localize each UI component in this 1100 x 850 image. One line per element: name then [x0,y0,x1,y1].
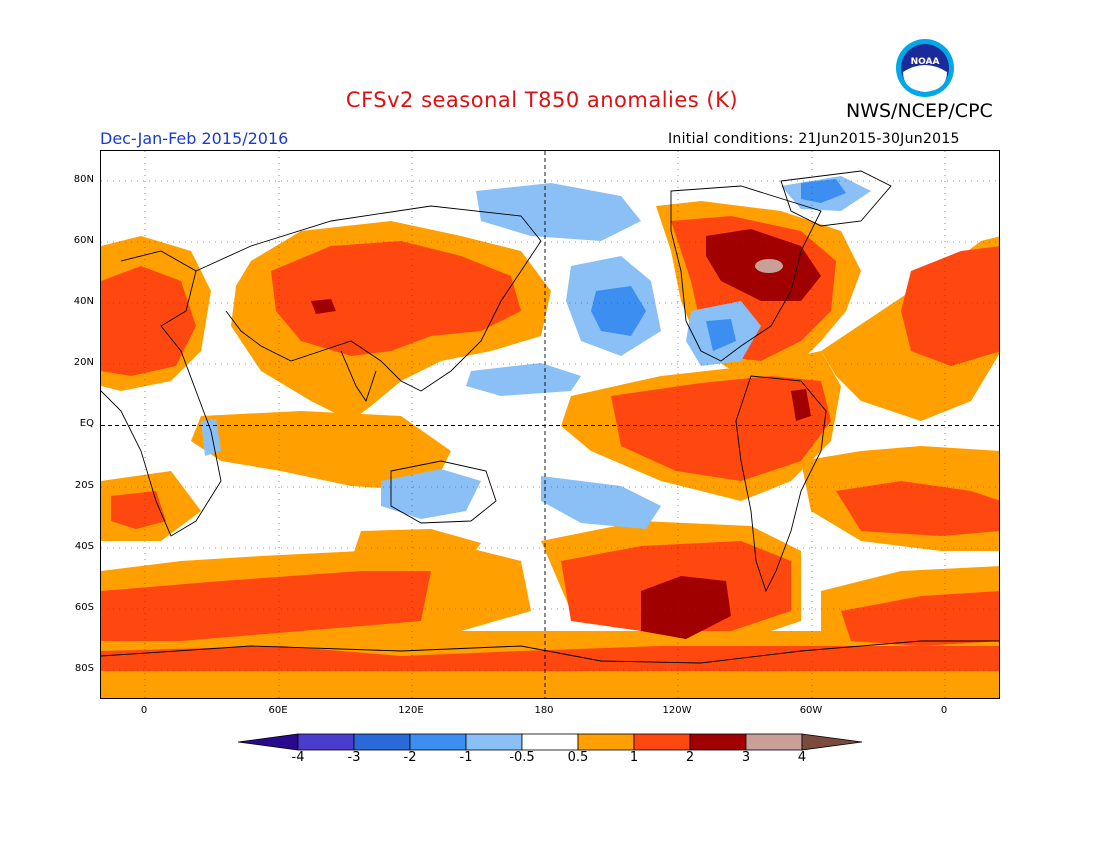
chart-title: CFSv2 seasonal T850 anomalies (K) [0,88,1100,112]
anomaly-layer-red [101,216,999,671]
region-australia-blue [381,469,481,519]
colorbar-min-arrow [237,733,299,751]
lon-label: 60W [799,705,823,716]
lon-label: 120W [662,705,692,716]
colorbar-tick-label: 1 [629,750,639,765]
graticule [101,151,999,698]
lon-label: 0 [940,705,948,716]
region-greenland-core [801,179,846,203]
region-hawaii-blue [466,363,581,396]
coast-antarctica [101,640,999,664]
colorbar-tick-label: 3 [741,750,751,765]
colorbar-swatch [633,733,691,751]
colorbar-tick-label: -4 [291,750,305,765]
lat-label: 80N [73,174,94,185]
lon-label: 60E [268,705,288,716]
region-hudson-bay-tan [755,259,783,273]
colorbar-swatch [409,733,467,751]
agency-label: NWS/NCEP/CPC [846,100,993,122]
lat-label: 20N [73,357,94,368]
coast-south-america [735,375,827,593]
anomaly-map [101,151,999,698]
lon-label: 120E [398,705,424,716]
coast-north-america [670,185,822,362]
region-tropical-pacific-red [611,376,831,481]
chart-title-text: CFSv2 seasonal T850 anomalies (K) [345,88,739,112]
logo-text: NOAA [911,57,940,67]
coast-europe-africa [101,250,222,537]
colorbar-swatch [577,733,635,751]
coast-greenland [780,170,892,227]
region-south-pacific-darkred [641,576,731,639]
lon-label: 0 [140,705,148,716]
lat-label: 40N [73,296,94,307]
anomaly-layer-blue [591,179,846,351]
colorbar-swatch [353,733,411,751]
region-africa-blue [201,419,221,456]
region-atlantic-red [901,246,999,366]
region-mexico-core [706,319,736,351]
lat-label: 60S [74,602,94,613]
region-southeast-pacific-red [841,591,999,646]
colorbar-tick-label: 0.5 [567,750,589,765]
season-label: Dec-Jan-Feb 2015/2016 [100,129,289,148]
coast-asia [195,205,542,392]
colorbar [237,733,863,755]
region-australia-west [351,529,481,576]
colorbar-swatch [521,733,579,751]
region-south-atlantic-red [836,481,999,536]
lon-label: 180 [534,705,554,716]
colorbar-tick-label: 4 [797,750,807,765]
region-north-pacific-core [591,286,646,336]
colorbar-graphic [237,733,863,751]
colorbar-swatch [689,733,747,751]
region-asia-red [271,241,521,356]
colorbar-tick-label: -1 [459,750,473,765]
region-antarctic-red [101,646,999,671]
colorbar-tick-label: -0.5 [509,750,535,765]
coastlines [101,170,999,664]
logo-gull-shape [903,65,947,92]
region-siberia-arctic-blue [476,183,641,241]
lat-label: 20S [74,480,94,491]
colorbar-swatch [465,733,523,751]
lat-label: 40S [74,541,94,552]
coast-india [340,350,377,403]
map-panel [100,150,1000,699]
anomaly-layer-tan [755,259,783,273]
colorbar-swatch [297,733,355,751]
colorbar-swatch [745,733,803,751]
region-south-pacific-blue [541,476,661,529]
initial-conditions-label: Initial conditions: 21Jun2015-30Jun2015 [668,131,960,147]
colorbar-tick-label: -3 [347,750,361,765]
lat-label: 60N [73,235,94,246]
colorbar-max-arrow [801,733,863,751]
region-indian-ocean [191,411,451,491]
colorbar-tick-label: -2 [403,750,417,765]
region-amazon-darkred [791,389,811,421]
coast-australia [390,460,497,524]
region-southern-ocean-red [101,571,431,641]
region-europe-red [101,266,196,376]
lat-label: EQ [79,418,94,429]
region-south-africa-red [111,491,166,529]
colorbar-tick-label: 2 [685,750,695,765]
lat-label: 80S [74,663,94,674]
noaa-logo: NOAA [895,38,955,98]
